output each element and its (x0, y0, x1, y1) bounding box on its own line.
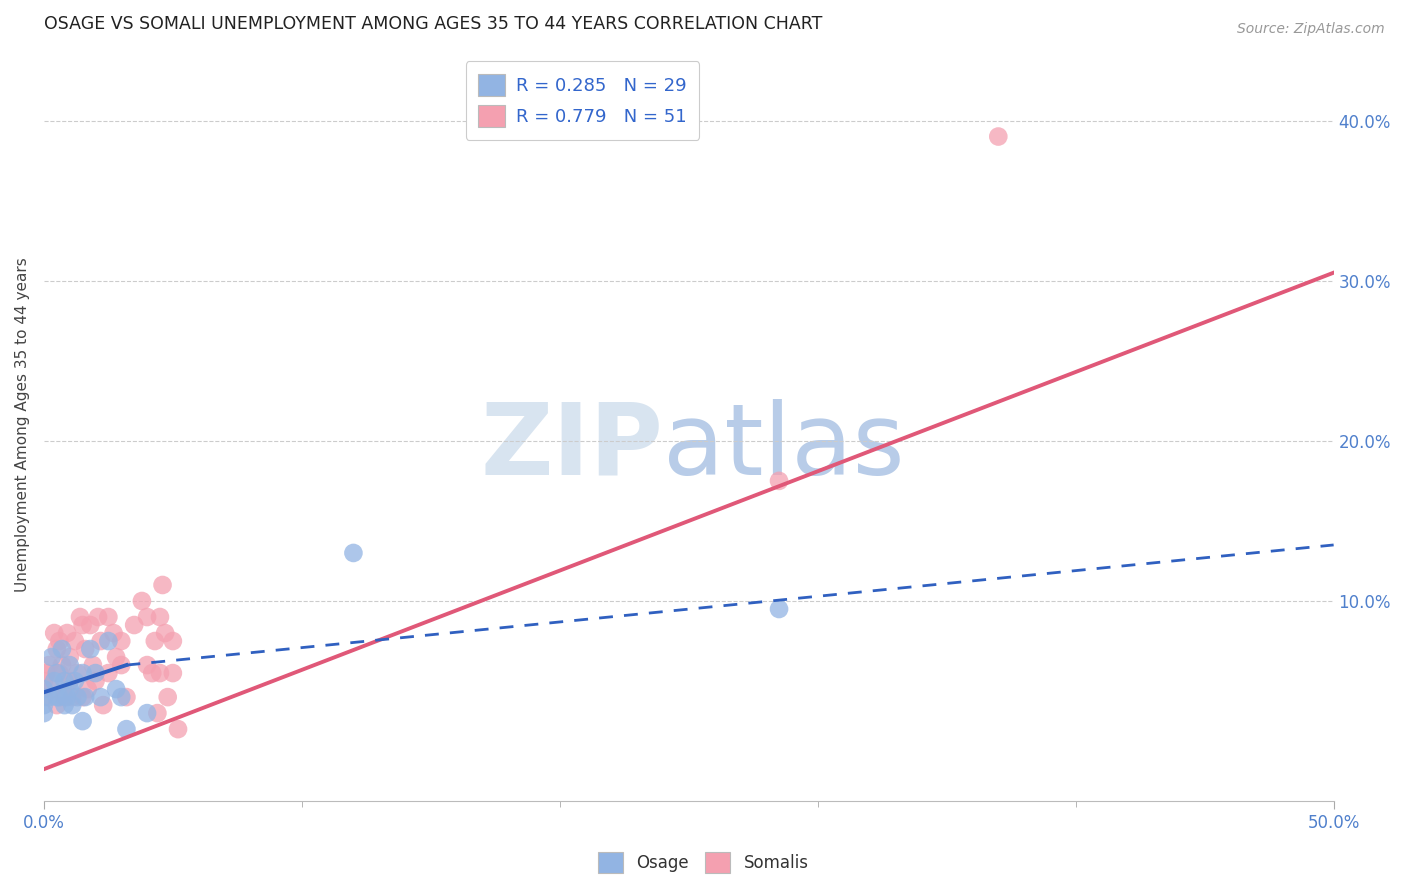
Point (141, 666, 163, 681)
Point (35, 666, 58, 681)
Point (32, 706, 55, 720)
Text: atlas: atlas (664, 399, 904, 496)
Point (76, 682, 98, 697)
Point (32, 698, 55, 712)
Point (162, 634, 184, 648)
Point (56, 690, 79, 705)
Point (72, 666, 94, 681)
Point (72, 714, 94, 728)
Point (84, 674, 107, 689)
Point (41, 650, 63, 665)
Point (75, 642, 97, 657)
Point (153, 626, 176, 640)
Point (103, 626, 125, 640)
Point (60, 690, 83, 705)
Point (122, 618, 145, 632)
Text: OSAGE VS SOMALI UNEMPLOYMENT AMONG AGES 35 TO 44 YEARS CORRELATION CHART: OSAGE VS SOMALI UNEMPLOYMENT AMONG AGES … (44, 15, 823, 33)
Point (45, 666, 67, 681)
Point (69, 610, 91, 624)
Point (149, 666, 172, 681)
Legend: Osage, Somalis: Osage, Somalis (591, 846, 815, 880)
Point (768, 602, 790, 616)
Point (152, 578, 174, 592)
Point (59, 682, 82, 697)
Point (32, 690, 55, 705)
Point (75, 690, 97, 705)
Text: ZIP: ZIP (479, 399, 664, 496)
Point (97, 610, 120, 624)
Point (97, 634, 120, 648)
Point (91, 698, 114, 712)
Legend: R = 0.285   N = 29, R = 0.779   N = 51: R = 0.285 N = 29, R = 0.779 N = 51 (465, 62, 699, 139)
Point (97, 666, 120, 681)
Point (84, 666, 107, 681)
Point (768, 474, 790, 488)
Point (987, 129, 1010, 144)
Point (136, 610, 159, 624)
Point (48, 666, 70, 681)
Point (79, 642, 101, 657)
Point (66, 666, 89, 681)
Point (32, 674, 55, 689)
Point (51, 642, 73, 657)
Point (63, 674, 86, 689)
Point (136, 706, 159, 720)
Point (143, 634, 166, 648)
Point (110, 690, 132, 705)
Text: Source: ZipAtlas.com: Source: ZipAtlas.com (1237, 22, 1385, 37)
Point (38, 658, 60, 673)
Point (66, 690, 89, 705)
Point (90, 690, 112, 705)
Point (59, 650, 82, 665)
Point (59, 658, 82, 673)
Point (48, 634, 70, 648)
Point (56, 626, 79, 640)
Point (131, 594, 153, 608)
Point (44, 674, 66, 689)
Point (60, 698, 83, 712)
Point (44, 626, 66, 640)
Point (53, 674, 76, 689)
Point (146, 706, 169, 720)
Point (41, 682, 63, 697)
Point (45, 642, 67, 657)
Point (38, 690, 60, 705)
Point (53, 690, 76, 705)
Point (115, 722, 138, 736)
Point (105, 650, 128, 665)
Point (115, 690, 138, 705)
Point (162, 666, 184, 681)
Point (82, 658, 104, 673)
Point (149, 610, 172, 624)
Point (45, 690, 67, 705)
Point (53, 698, 76, 712)
Point (156, 690, 179, 705)
Point (51, 658, 73, 673)
Point (79, 618, 101, 632)
Point (90, 634, 112, 648)
Point (48, 690, 70, 705)
Point (167, 722, 190, 736)
Point (63, 634, 86, 648)
Point (72, 690, 94, 705)
Point (32, 682, 55, 697)
Point (105, 682, 128, 697)
Point (87, 610, 110, 624)
Point (110, 634, 132, 648)
Point (45, 698, 67, 712)
Y-axis label: Unemployment Among Ages 35 to 44 years: Unemployment Among Ages 35 to 44 years (15, 258, 30, 592)
Point (59, 674, 82, 689)
Point (72, 618, 94, 632)
Point (110, 658, 132, 673)
Point (342, 546, 364, 560)
Point (136, 658, 159, 673)
